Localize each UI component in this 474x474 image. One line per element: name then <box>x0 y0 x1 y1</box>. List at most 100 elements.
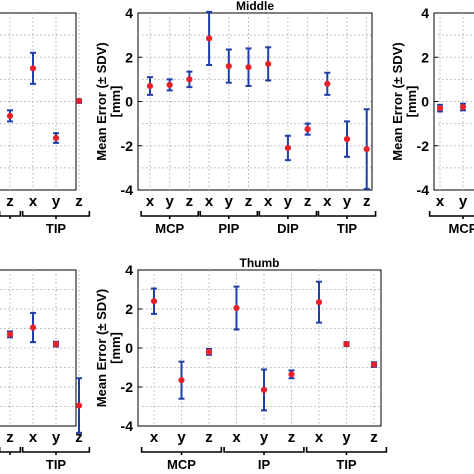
mean-marker <box>233 304 240 312</box>
mean-marker <box>75 402 83 409</box>
y-tick-label: 2 <box>125 49 133 65</box>
group-brace <box>199 211 259 219</box>
y-tick-label: -4 <box>417 182 430 198</box>
x-tick-label: y <box>225 193 234 210</box>
group-brace <box>305 447 388 455</box>
x-tick-label: z <box>370 429 378 446</box>
mean-marker <box>178 377 185 384</box>
group-label: TIP <box>46 221 67 236</box>
group-brace <box>428 211 474 219</box>
mean-marker <box>75 97 83 105</box>
mean-marker <box>29 324 37 331</box>
x-tick-label: y <box>284 193 293 210</box>
x-tick-label: x <box>146 193 155 210</box>
x-tick-label: y <box>166 193 175 210</box>
x-tick-label: z <box>304 193 312 210</box>
mean-marker <box>343 136 351 143</box>
mean-marker <box>260 386 268 394</box>
subplot-4: -4 -2 0 2 4 x y z x y z x y z MCP IP TIP Thumb Mean Error … <box>94 256 388 472</box>
y-axis-label: Mean Error (± SDV) <box>390 42 405 160</box>
x-tick-label: y <box>343 193 352 210</box>
group-label: MCP <box>155 221 184 236</box>
y-axis-label: Mean Error (± SDV) <box>94 289 109 407</box>
mean-marker <box>29 65 37 72</box>
x-tick-label: z <box>6 193 14 210</box>
mean-marker <box>166 81 173 89</box>
x-tick-label: y <box>459 193 468 210</box>
group-label: PIP <box>218 221 239 236</box>
x-tick-label: y <box>52 193 61 210</box>
y-tick-label: -2 <box>121 379 134 395</box>
x-tick-label: x <box>323 193 332 210</box>
x-tick-label: y <box>52 429 61 446</box>
group-label: TIP <box>336 457 357 472</box>
x-tick-label: y <box>260 429 269 446</box>
x-tick-label: z <box>288 429 296 446</box>
y-tick-label: -4 <box>121 182 134 198</box>
group-label: TIP <box>337 221 358 236</box>
x-tick-label: x <box>264 193 273 210</box>
y-tick-label: 4 <box>125 5 133 21</box>
x-tick-label: x <box>205 193 214 210</box>
group-label: MCP <box>449 221 474 236</box>
mean-marker <box>304 126 311 133</box>
mean-marker <box>225 63 232 70</box>
mean-marker <box>288 371 295 378</box>
y-axis-unit: [mm] <box>108 332 123 364</box>
y-axis-unit: [mm] <box>404 86 419 118</box>
y-tick-label: 0 <box>125 340 133 356</box>
y-tick-label: -2 <box>417 138 430 154</box>
x-tick-label: z <box>75 429 83 446</box>
subplot-title: Middle <box>236 0 274 13</box>
y-axis-unit: [mm] <box>108 86 123 118</box>
x-tick-label: z <box>186 193 194 210</box>
y-axis-label: Mean Error (± SDV) <box>94 42 109 160</box>
mean-marker <box>370 361 378 368</box>
x-tick-label: x <box>29 193 38 210</box>
group-brace <box>258 211 318 219</box>
x-tick-label: x <box>436 193 445 210</box>
mean-marker <box>52 134 60 142</box>
group-brace <box>21 211 91 219</box>
mean-marker <box>436 105 444 112</box>
group-label: TIP <box>46 457 67 472</box>
y-tick-label: -4 <box>121 418 134 434</box>
mean-marker <box>363 145 370 153</box>
group-brace <box>140 447 223 455</box>
group-label: IP <box>258 457 271 472</box>
mean-marker <box>146 82 154 90</box>
x-tick-label: y <box>177 429 186 446</box>
group-brace <box>21 447 91 455</box>
y-tick-label: -2 <box>121 138 134 154</box>
x-tick-label: z <box>205 429 213 446</box>
y-tick-label: 2 <box>125 301 133 317</box>
group-label: DIP <box>277 221 299 236</box>
mean-marker <box>315 299 323 306</box>
mean-marker <box>150 298 158 305</box>
mean-marker <box>186 76 193 83</box>
x-tick-label: z <box>6 429 14 446</box>
group-label: MCP <box>167 457 196 472</box>
x-tick-label: x <box>29 429 38 446</box>
subplot-title: Thumb <box>240 256 280 270</box>
mean-marker <box>459 103 467 111</box>
mean-marker <box>6 331 14 338</box>
mean-marker <box>343 341 350 348</box>
y-tick-label: 2 <box>421 49 429 65</box>
group-brace <box>140 211 200 219</box>
mean-marker <box>205 348 213 355</box>
y-tick-label: 4 <box>125 262 133 278</box>
mean-marker <box>265 60 272 67</box>
group-brace <box>0 211 22 219</box>
subplot-2: -4 -2 0 2 4 x y MCP Mean Error (± SDV) [mm] <box>390 5 474 236</box>
mean-marker <box>284 144 291 152</box>
mean-marker <box>206 35 213 42</box>
x-tick-label: y <box>342 429 351 446</box>
mean-marker <box>324 80 331 87</box>
y-tick-label: 0 <box>125 94 133 110</box>
group-brace <box>317 211 377 219</box>
